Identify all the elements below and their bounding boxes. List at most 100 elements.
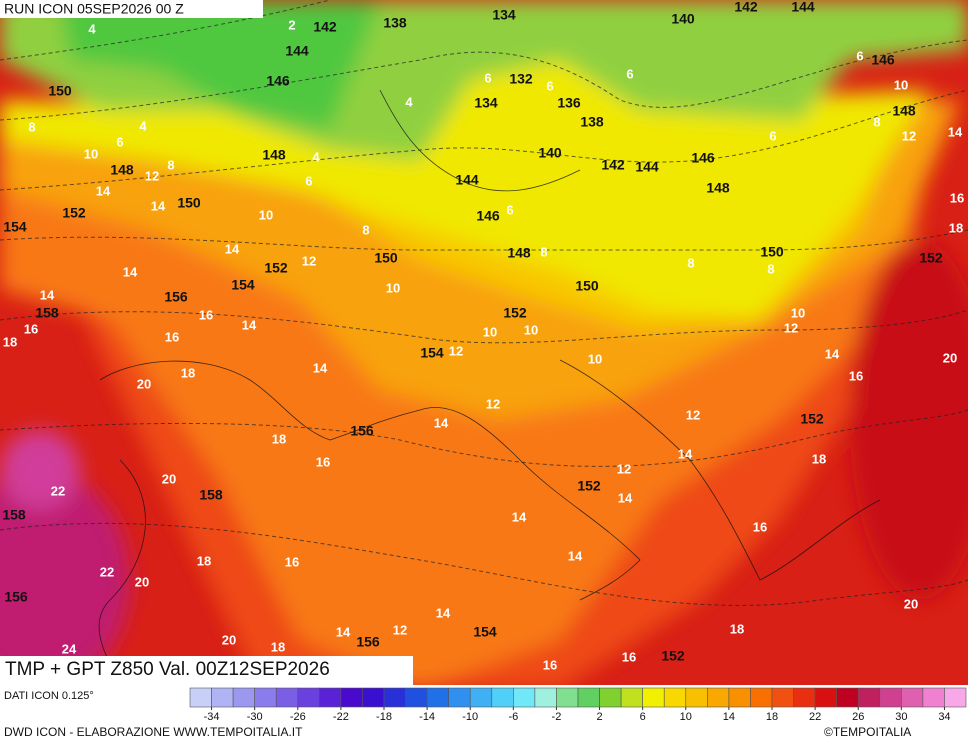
colorbar-tick-label: -14 [419,711,435,723]
geopotential-label: 148 [892,103,916,119]
temperature-label: 4 [405,94,413,109]
colorbar-tick-label: -2 [552,711,562,723]
geopotential-label: 152 [800,411,824,427]
colorbar-tick-label: -6 [508,711,518,723]
geopotential-label: 156 [350,423,374,439]
temperature-label: 6 [856,48,863,63]
geopotential-label: 140 [671,11,695,27]
geopotential-label: 144 [635,159,659,175]
temperature-label: 22 [51,483,65,498]
geopotential-label: 156 [164,289,188,305]
colorbar-tick-label: -34 [204,711,220,723]
colorbar-tick-label: -26 [290,711,306,723]
geopotential-label: 158 [2,507,26,523]
geopotential-label: 154 [3,219,27,235]
temperature-label: 14 [40,287,55,302]
temperature-label: 12 [902,128,916,143]
colorbar-tick-label: 10 [680,711,692,723]
geopotential-label: 142 [734,0,758,15]
colorbar-swatch [319,687,342,708]
temperature-label: 6 [546,78,553,93]
run-label: RUN ICON 05SEP2026 00 Z [4,1,184,17]
temperature-label: 6 [484,70,491,85]
temperature-label: 14 [242,317,257,332]
map-title: TMP + GPT Z850 Val. 00Z12SEP2026 [5,659,330,680]
geopotential-label: 148 [110,162,134,178]
copyright-label: ©TEMPOITALIA [824,725,911,739]
temperature-field [0,0,968,685]
geopotential-label: 152 [264,260,288,276]
colorbar-tick-label: 30 [895,711,907,723]
colorbar-swatch [556,687,579,708]
geopotential-label: 156 [4,589,28,605]
temperature-label: 20 [904,596,918,611]
temperature-label: 6 [506,202,513,217]
geopotential-label: 142 [601,157,625,173]
temperature-label: 14 [436,605,451,620]
temperature-label: 8 [873,114,880,129]
temperature-label: 20 [222,632,236,647]
colorbar-swatch [513,687,536,708]
temperature-label: 10 [386,280,400,295]
temperature-label: 6 [116,134,123,149]
temperature-label: 14 [678,446,693,461]
temperature-label: 8 [540,244,547,259]
temperature-label: 18 [3,334,17,349]
colorbar-swatch [211,687,234,708]
geopotential-label: 152 [577,478,601,494]
temperature-label: 18 [272,431,286,446]
geopotential-label: 136 [557,95,581,111]
temperature-label: 20 [162,471,176,486]
credit-label: DWD ICON - ELABORAZIONE WWW.TEMPOITALIA.… [4,725,303,739]
temperature-label: 16 [199,307,213,322]
geopotential-label: 150 [48,83,72,99]
temperature-label: 16 [165,329,179,344]
colorbar-tick-label: 18 [766,711,778,723]
colorbar-swatch [491,687,514,708]
colorbar-swatch [297,687,320,708]
colorbar-tick-label: 2 [596,711,602,723]
temperature-label: 14 [123,264,138,279]
temperature-label: 22 [100,564,114,579]
temperature-label: 14 [948,124,963,139]
colorbar-swatch [275,687,299,708]
colorbar-swatch [232,687,255,708]
colorbar-swatch [922,687,945,708]
colorbar-tick-label: 34 [938,711,950,723]
temperature-label: 20 [943,350,957,365]
temperature-label: 12 [486,396,500,411]
temperature-label: 16 [849,368,863,383]
geopotential-label: 138 [580,114,604,130]
temperature-label: 14 [825,346,840,361]
temperature-label: 12 [145,168,159,183]
temperature-label: 12 [449,343,463,358]
geopotential-label: 150 [177,195,201,211]
geopotential-label: 148 [706,180,730,196]
colorbar-swatch [879,687,902,708]
geopotential-label: 158 [35,305,59,321]
geopotential-label: 146 [691,150,715,166]
temperature-label: 20 [135,574,149,589]
temperature-label: 6 [305,173,312,188]
geopotential-label: 142 [313,19,337,35]
geopotential-label: 146 [871,52,895,68]
geopotential-label: 150 [374,250,398,266]
colorbar-swatch [405,687,428,708]
temperature-label: 18 [181,365,195,380]
geopotential-label: 146 [266,73,290,89]
geopotential-label: 150 [760,244,784,260]
geopotential-label: 148 [507,245,531,261]
temperature-label: 10 [259,207,273,222]
colorbar-tick-label: 6 [640,711,646,723]
colorbar-tick-label: 26 [852,711,864,723]
colorbar-swatch [728,687,751,708]
temperature-label: 10 [84,146,98,161]
colorbar-swatch [750,687,773,708]
colorbar-swatch [771,687,794,708]
temperature-label: 2 [288,17,295,32]
colorbar-swatch [340,687,363,708]
temperature-label: 10 [588,351,602,366]
geopotential-label: 154 [231,277,255,293]
